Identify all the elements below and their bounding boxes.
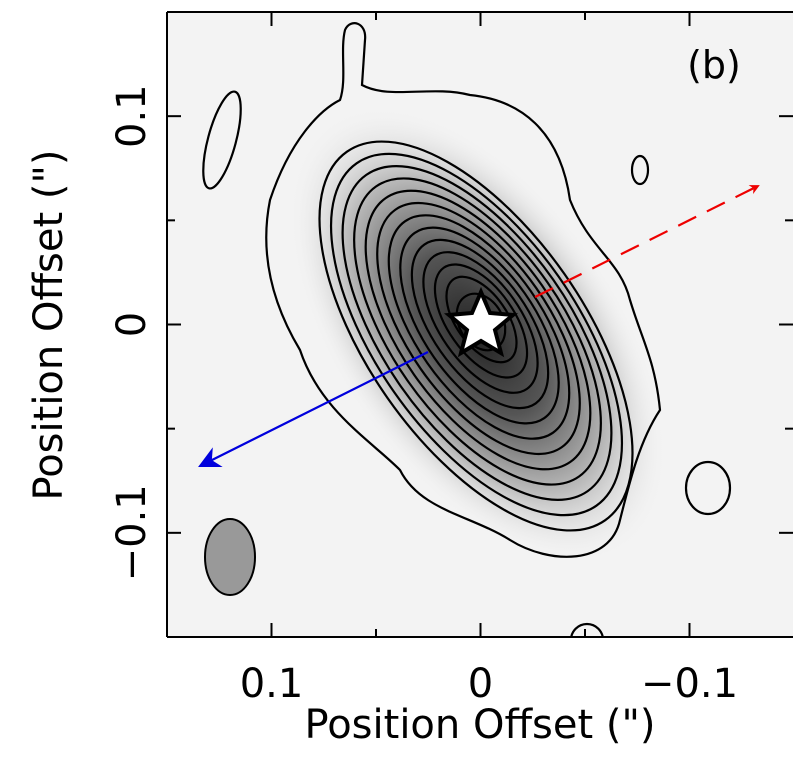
y-tick-label: 0 — [109, 312, 155, 337]
y-axis-label: Position Offset (") — [26, 150, 72, 501]
panel-label: (b) — [687, 43, 741, 87]
map — [167, 12, 793, 656]
y-tick-label: −0.1 — [109, 484, 155, 581]
beam — [205, 519, 255, 595]
chart: (b) Position Offset (") Position Offset … — [0, 0, 793, 758]
x-tick-label: 0.1 — [240, 661, 304, 707]
x-tick-label: −0.1 — [641, 661, 738, 707]
y-tick-label: 0.1 — [109, 84, 155, 148]
x-tick-label: 0 — [468, 661, 493, 707]
page: {"chart_data": {"type": "contour", "pane… — [0, 0, 793, 758]
x-axis-label: Position Offset (") — [305, 702, 656, 748]
